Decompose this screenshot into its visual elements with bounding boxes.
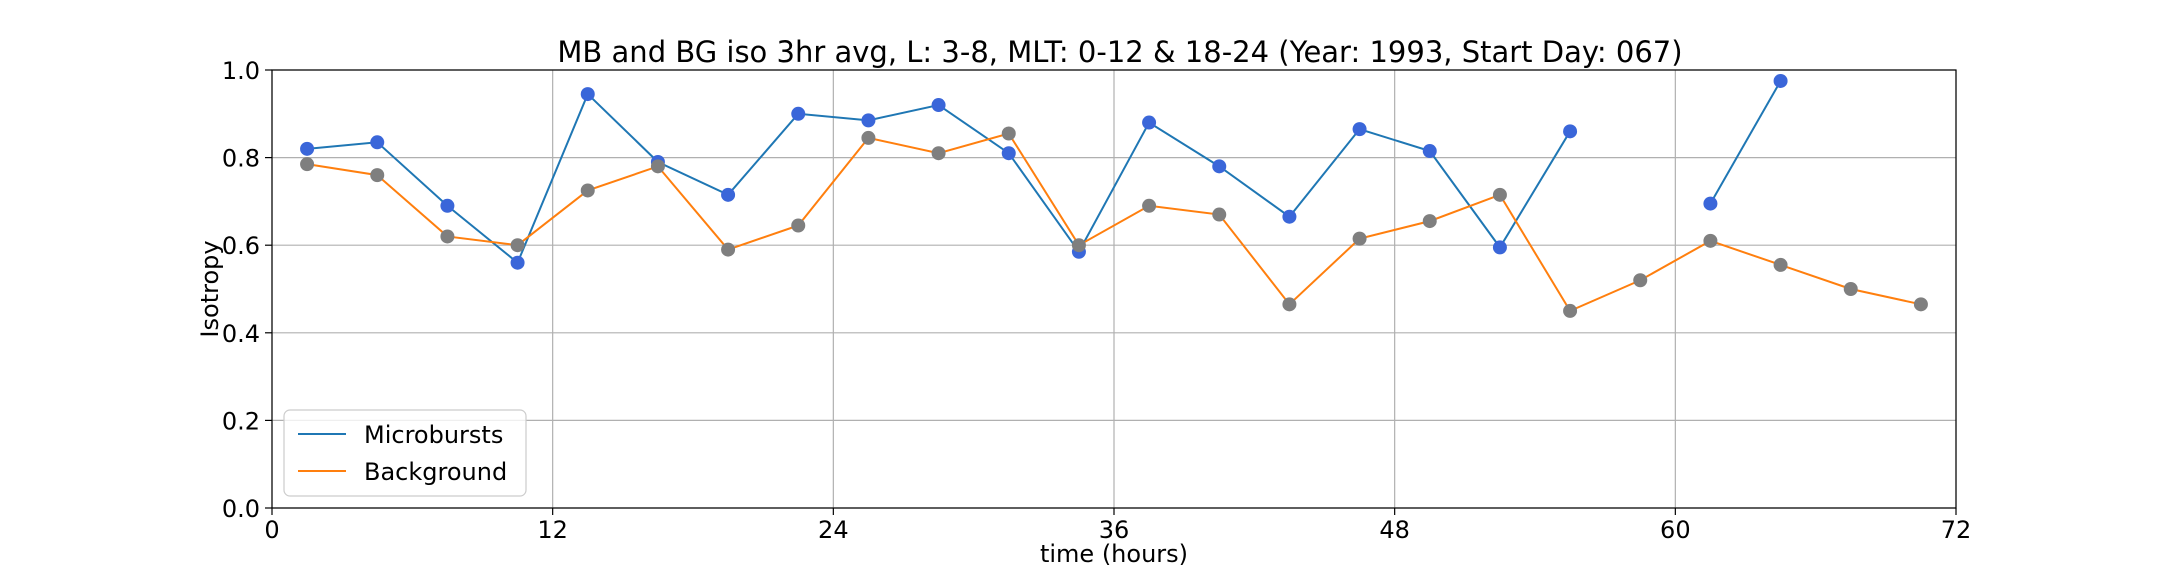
data-point-background	[931, 146, 946, 161]
legend-label-microbursts: Microbursts	[364, 421, 503, 449]
data-point-microbursts	[510, 255, 525, 270]
x-tick-label: 36	[1099, 516, 1130, 544]
y-tick-label: 0.8	[222, 145, 260, 173]
data-point-background	[1843, 282, 1858, 296]
chart-title: MB and BG iso 3hr avg, L: 3-8, MLT: 0-12…	[557, 35, 1682, 69]
data-point-microbursts	[1492, 240, 1507, 255]
data-point-background	[580, 183, 595, 198]
data-point-microbursts	[1001, 146, 1016, 161]
y-tick-label: 0.6	[222, 232, 260, 260]
data-point-background	[1001, 126, 1016, 141]
data-point-background	[1633, 273, 1648, 288]
x-axis-title: time (hours)	[1040, 540, 1188, 568]
data-point-microbursts	[1703, 196, 1718, 211]
data-point-background	[861, 130, 876, 145]
x-tick-label: 72	[1941, 516, 1972, 544]
x-tick-label: 60	[1660, 516, 1691, 544]
data-point-microbursts	[791, 106, 806, 121]
data-point-microbursts	[1563, 124, 1578, 139]
data-point-background	[1703, 233, 1718, 248]
y-tick-label: 0.4	[222, 320, 260, 348]
series-line-background	[306, 132, 1922, 313]
legend-box	[283, 409, 527, 497]
data-point-background	[1071, 238, 1086, 253]
legend-label-background: Background	[364, 458, 507, 486]
data-point-background	[440, 229, 455, 244]
data-point-background	[1422, 214, 1437, 229]
x-tick-label: 24	[818, 516, 849, 544]
data-point-background	[510, 238, 525, 253]
x-tick-label: 48	[1379, 516, 1410, 544]
data-point-background	[1352, 231, 1367, 246]
data-point-microbursts	[580, 87, 595, 102]
data-point-background	[1492, 187, 1507, 202]
data-point-microbursts	[370, 135, 385, 150]
data-point-background	[300, 157, 315, 172]
data-point-background	[1773, 257, 1788, 272]
data-point-background	[791, 218, 806, 233]
data-point-background	[370, 168, 385, 183]
data-point-microbursts	[1773, 73, 1788, 88]
data-point-microbursts	[300, 141, 315, 156]
data-point-background	[1142, 198, 1157, 213]
y-tick-label: 1.0	[222, 57, 260, 85]
data-point-microbursts	[931, 98, 946, 113]
x-tick-label: 12	[537, 516, 568, 544]
data-point-background	[1212, 207, 1227, 222]
y-axis-title: Isotropy	[196, 240, 224, 337]
data-point-microbursts	[721, 187, 736, 202]
data-point-microbursts	[1282, 209, 1297, 224]
data-point-microbursts	[861, 113, 876, 128]
data-point-background	[650, 159, 665, 174]
data-point-background	[721, 242, 736, 257]
data-point-microbursts	[1212, 159, 1227, 174]
data-point-background	[1913, 297, 1928, 312]
data-point-background	[1563, 303, 1578, 318]
ticks: 0 12 24 36 48 60 72 0.0 0.2 0.4 0.6 0.8 1.0	[222, 57, 1971, 544]
data-point-microbursts	[1142, 115, 1157, 130]
x-tick-label: 0	[264, 516, 279, 544]
y-tick-label: 0.2	[222, 407, 260, 435]
data-point-microbursts	[1422, 144, 1437, 159]
series-layer	[300, 73, 1928, 318]
data-point-microbursts	[1352, 122, 1367, 137]
series-line-microbursts	[1709, 80, 1782, 205]
data-point-microbursts	[440, 198, 455, 213]
y-tick-label: 0.0	[222, 495, 260, 523]
legend: Microbursts Background	[283, 409, 527, 497]
data-point-background	[1282, 297, 1297, 312]
